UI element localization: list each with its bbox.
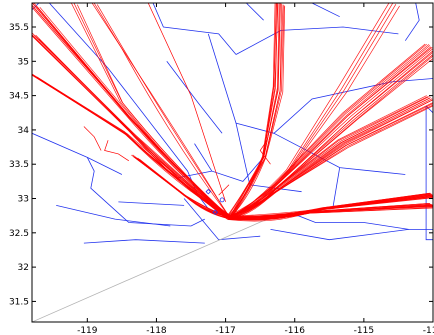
boundary-line	[177, 170, 212, 179]
y-tick-label: 34	[18, 126, 30, 136]
flight-track	[32, 3, 230, 218]
boundary-lines	[32, 3, 433, 244]
flight-track	[229, 4, 397, 220]
x-tick-label: -117	[215, 326, 235, 335]
flight-track	[104, 140, 129, 162]
boundary-line	[32, 132, 123, 175]
reference-line-group	[32, 218, 268, 322]
flight-track	[93, 3, 229, 217]
boundary-line	[86, 157, 205, 227]
boundary-line	[118, 201, 185, 206]
boundary-line	[235, 26, 399, 55]
flight-tracks	[32, 3, 433, 222]
x-axis: -119 -118 -117 -116 -115 -114	[77, 3, 434, 335]
x-tick-label: -114	[423, 326, 434, 335]
flight-track	[259, 140, 271, 165]
marker	[219, 197, 225, 203]
boundary-line	[194, 143, 264, 182]
boundary-line	[404, 3, 420, 41]
boundary-line	[425, 105, 433, 241]
flight-track	[147, 3, 226, 203]
y-tick-label: 33.5	[9, 160, 29, 170]
boundary-line	[332, 167, 341, 209]
y-tick-label: 35.5	[9, 23, 29, 33]
flight-track	[70, 3, 229, 219]
x-tick-label: -118	[146, 326, 167, 335]
flight-track	[218, 184, 230, 196]
reference-line	[32, 218, 268, 322]
boundary-line	[207, 33, 251, 185]
y-tick-label: 34.5	[9, 92, 29, 102]
markers	[205, 188, 225, 216]
flight-track	[32, 3, 231, 220]
boundary-line	[425, 105, 433, 114]
boundary-line	[83, 239, 205, 244]
flight-track	[83, 126, 102, 151]
marker	[212, 209, 218, 216]
flight-track	[227, 205, 433, 219]
flight-track	[139, 159, 229, 217]
y-tick-label: 35	[18, 57, 29, 67]
x-tick-label: -115	[354, 326, 374, 335]
flight-track	[96, 4, 232, 220]
boundary-line	[183, 198, 261, 241]
flight-track	[36, 37, 228, 220]
flight-track	[228, 43, 427, 218]
axes-frame	[31, 2, 434, 323]
boundary-line	[246, 3, 264, 21]
flight-track	[230, 3, 390, 220]
boundary-line	[270, 229, 409, 241]
flight-track	[32, 6, 231, 219]
flight-track	[39, 6, 230, 219]
flight-track	[76, 4, 230, 217]
flight-track	[228, 45, 431, 219]
y-tick-label: 32.5	[9, 229, 29, 239]
flight-track	[230, 44, 430, 219]
flight-track	[73, 3, 229, 218]
flight-track	[37, 77, 228, 217]
boundary-line	[166, 61, 223, 134]
flight-track	[36, 76, 232, 217]
flight-track	[139, 159, 231, 220]
boundary-line	[56, 205, 171, 227]
y-tick-label: 31.5	[9, 297, 29, 307]
boundary-line	[152, 3, 237, 55]
x-tick-label: -119	[77, 326, 98, 335]
y-axis: 31.5 32 32.5 33 33.5 34 34.5 35 35.5	[9, 23, 433, 307]
x-tick-label: -116	[285, 326, 306, 335]
flight-track	[230, 5, 400, 217]
y-tick-label: 32	[18, 263, 29, 273]
boundary-line	[311, 3, 340, 18]
marker	[205, 188, 212, 195]
flight-track	[227, 3, 281, 217]
flight-track	[229, 48, 433, 217]
flight-track	[229, 207, 433, 219]
y-tick-label: 33	[18, 195, 29, 205]
